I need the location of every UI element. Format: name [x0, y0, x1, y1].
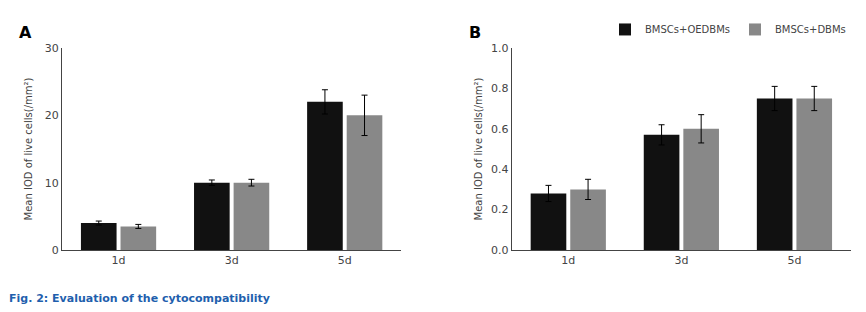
- svg-text:0.8: 0.8: [491, 82, 509, 95]
- svg-text:Mean IOD of live cells(/mm²): Mean IOD of live cells(/mm²): [23, 77, 34, 220]
- svg-text:0.4: 0.4: [491, 163, 509, 176]
- svg-text:1d: 1d: [112, 254, 126, 267]
- svg-text:BMSCs+DBMs: BMSCs+DBMs: [775, 24, 846, 35]
- svg-text:0.0: 0.0: [491, 244, 509, 257]
- svg-text:3d: 3d: [225, 254, 239, 267]
- svg-text:A: A: [19, 23, 32, 42]
- svg-text:BMSCs+OEDBMs: BMSCs+OEDBMs: [645, 24, 730, 35]
- svg-text:5d: 5d: [338, 254, 352, 267]
- svg-text:5d: 5d: [787, 254, 801, 267]
- svg-text:1d: 1d: [561, 254, 575, 267]
- svg-text:3d: 3d: [674, 254, 688, 267]
- svg-text:0.6: 0.6: [491, 123, 509, 136]
- svg-text:10: 10: [45, 177, 59, 190]
- svg-text:0: 0: [52, 244, 59, 257]
- svg-text:B: B: [469, 23, 481, 42]
- svg-text:1.0: 1.0: [491, 42, 509, 55]
- svg-text:Fig. 2: Evaluation of the cyto: Fig. 2: Evaluation of the cytocompatibil…: [9, 292, 270, 305]
- svg-text:30: 30: [45, 42, 59, 55]
- svg-text:20: 20: [45, 109, 59, 122]
- svg-text:0.2: 0.2: [491, 203, 509, 216]
- svg-text:Mean IOD of live cells(/mm²): Mean IOD of live cells(/mm²): [473, 77, 484, 220]
